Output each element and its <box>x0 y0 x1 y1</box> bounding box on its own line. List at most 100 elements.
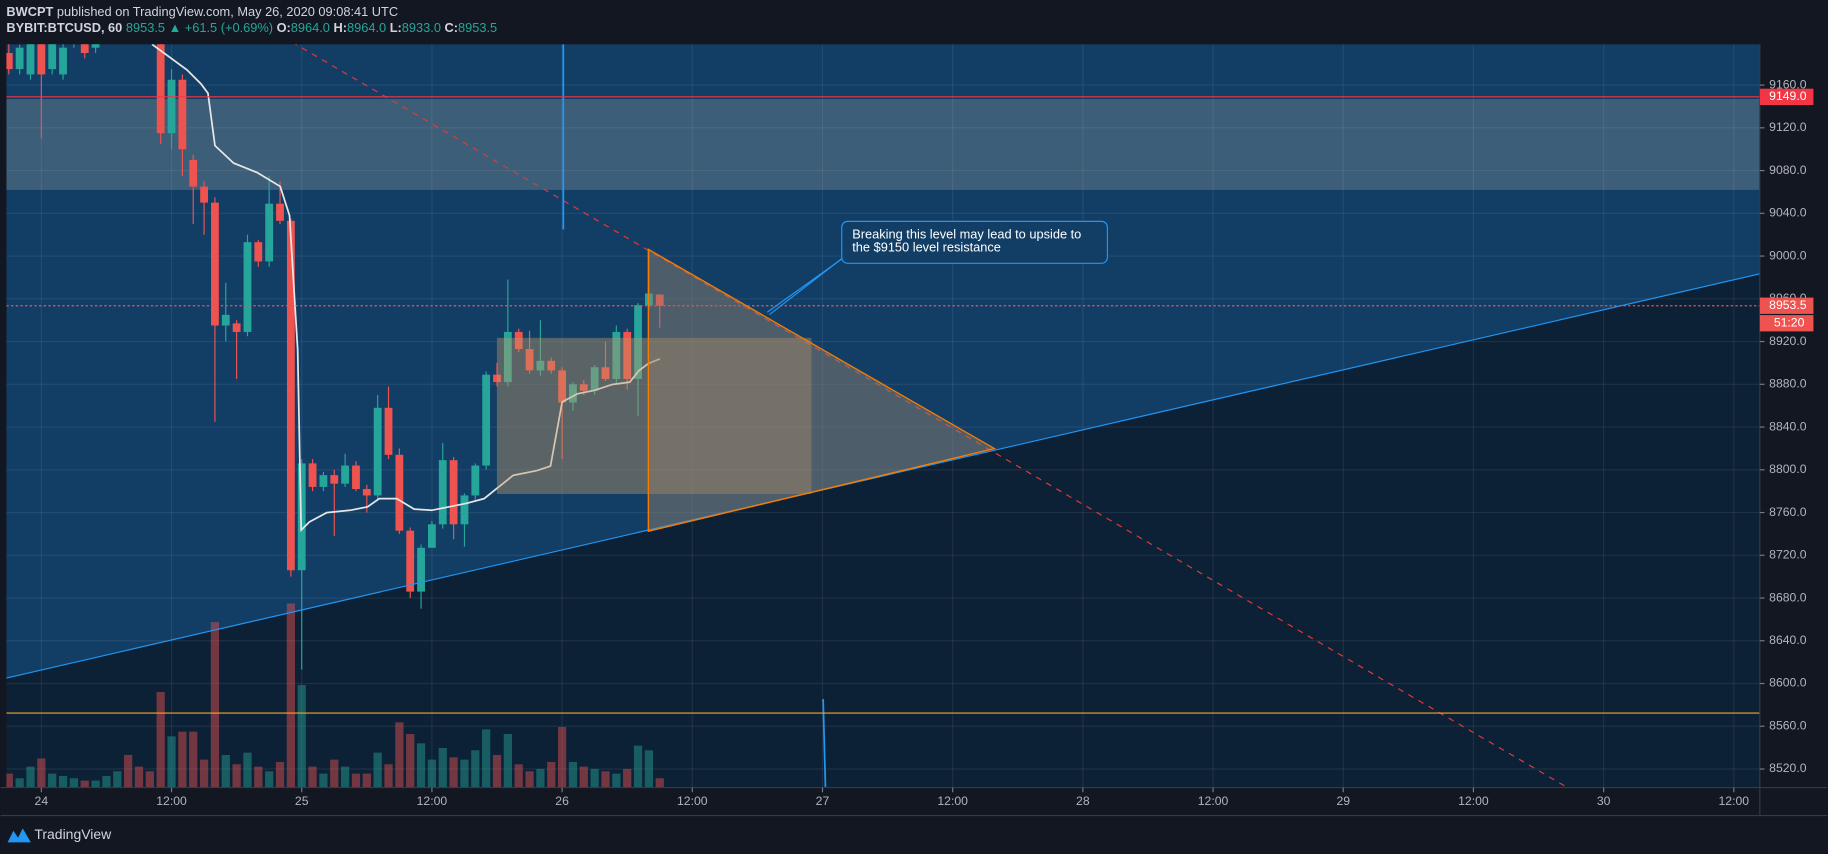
candle-body <box>362 489 371 496</box>
candle-body <box>612 331 621 379</box>
y-tick-label: 8880.0 <box>1769 377 1807 391</box>
candle-body <box>493 374 501 383</box>
descending-trendline <box>294 44 1568 788</box>
price-lines <box>6 96 1760 307</box>
drawings: Breaking this level may lead to upside t… <box>6 44 1760 788</box>
volume-bar <box>48 773 57 788</box>
volume-bar <box>482 729 491 788</box>
x-tick-label: 12:00 <box>677 794 708 808</box>
candle-body <box>558 370 567 403</box>
volume-bar <box>69 778 79 788</box>
volume-bar <box>525 771 534 788</box>
volume-bar <box>91 780 100 788</box>
y-tick-label: 8520.0 <box>1769 761 1807 775</box>
volume-bar <box>308 766 317 788</box>
candle-body <box>308 463 317 487</box>
x-tick-label: 30 <box>1597 794 1611 808</box>
countdown: 51:20 <box>1774 315 1805 329</box>
candle-body <box>178 79 187 150</box>
callout-pointer <box>766 253 850 313</box>
volume-bar <box>232 764 241 788</box>
volume-bar <box>80 780 89 788</box>
x-tick-label: 12:00 <box>1198 794 1229 808</box>
volume-bar <box>427 759 437 788</box>
range-box <box>496 337 812 494</box>
candle-body <box>59 47 67 75</box>
volume-bar <box>471 750 480 788</box>
volume-bar <box>134 766 144 788</box>
candle-body <box>254 242 263 262</box>
x-tick-label: 26 <box>555 794 569 808</box>
volume-bar <box>189 731 198 788</box>
volume-bar <box>286 603 295 788</box>
volume-bar <box>438 747 447 788</box>
candle-body <box>37 44 46 75</box>
volume-bar <box>362 773 371 788</box>
volume-bar <box>113 771 122 788</box>
y-tick-label: 8920.0 <box>1769 334 1807 348</box>
candle-body <box>536 360 545 371</box>
author: BWCPT <box>6 4 53 19</box>
candle-body <box>525 349 534 371</box>
candle-body <box>634 305 642 379</box>
header-line-2: BYBIT:BTCUSD, 60 8953.5 ▲ +61.5 (+0.69%)… <box>6 21 497 36</box>
candle-body <box>417 547 425 592</box>
candle-body <box>406 530 415 592</box>
x-tick-label: 25 <box>295 794 309 808</box>
ohlc-label: H: <box>334 21 348 36</box>
y-tick-label: 8640.0 <box>1769 633 1807 647</box>
volume-bar <box>492 754 502 788</box>
price-label-box <box>1759 88 1814 106</box>
price-label: 9149.0 <box>1769 89 1807 103</box>
volume-bar <box>557 727 567 788</box>
volume-bar <box>460 759 469 788</box>
candle-body <box>590 367 599 391</box>
volume-bar <box>601 771 610 788</box>
volume-bar <box>416 743 426 788</box>
candle-body <box>243 242 252 332</box>
volume-bar <box>351 773 361 788</box>
candle-body <box>211 202 219 326</box>
price-line-labels: 9149.0 8953.5 51:20 <box>1759 88 1814 332</box>
y-tick-label: 9040.0 <box>1769 206 1807 220</box>
candle-body <box>6 53 13 70</box>
candle-body <box>26 44 35 75</box>
candle-body <box>655 294 664 306</box>
volume-bar <box>167 736 176 788</box>
volume-bar <box>373 752 382 788</box>
candle-body <box>503 331 512 383</box>
ohlc-label: L: <box>390 21 402 36</box>
candle-body <box>438 460 447 525</box>
price-label-box <box>1759 297 1814 314</box>
volume-bar <box>15 778 24 788</box>
volume-bar <box>330 759 339 788</box>
y-tick-label: 8600.0 <box>1769 676 1807 690</box>
annotation: Breaking this level may lead to upside t… <box>852 227 1081 242</box>
candle-body <box>460 495 469 525</box>
volume-bar <box>514 764 523 788</box>
candle-body <box>156 44 165 134</box>
footer-logo: TradingView <box>7 826 112 843</box>
volume-bar <box>612 773 621 788</box>
y-tick-label: 8560.0 <box>1769 718 1807 732</box>
candle-body <box>189 159 198 187</box>
y-tick-label: 9000.0 <box>1769 248 1807 262</box>
change: ▲ +61.5 (+0.69%) <box>169 21 273 36</box>
logo-icon <box>7 828 31 843</box>
volume-bar <box>156 692 165 788</box>
candle-body <box>167 79 176 134</box>
volume-bar <box>319 773 328 788</box>
volume-bar <box>243 752 252 788</box>
candle-body <box>48 44 57 70</box>
resistance-zone <box>6 99 1760 190</box>
y-tick-label: 8840.0 <box>1769 419 1807 433</box>
brand: TradingView <box>34 826 112 842</box>
candle-body <box>330 475 339 484</box>
ascending-trendline <box>6 273 1760 679</box>
candle-body <box>373 407 382 496</box>
volume-bar <box>623 768 632 788</box>
x-tick-label: 12:00 <box>1719 794 1750 808</box>
volume-bar <box>547 761 556 788</box>
candle-body <box>221 314 230 326</box>
volume-bar <box>199 759 209 788</box>
